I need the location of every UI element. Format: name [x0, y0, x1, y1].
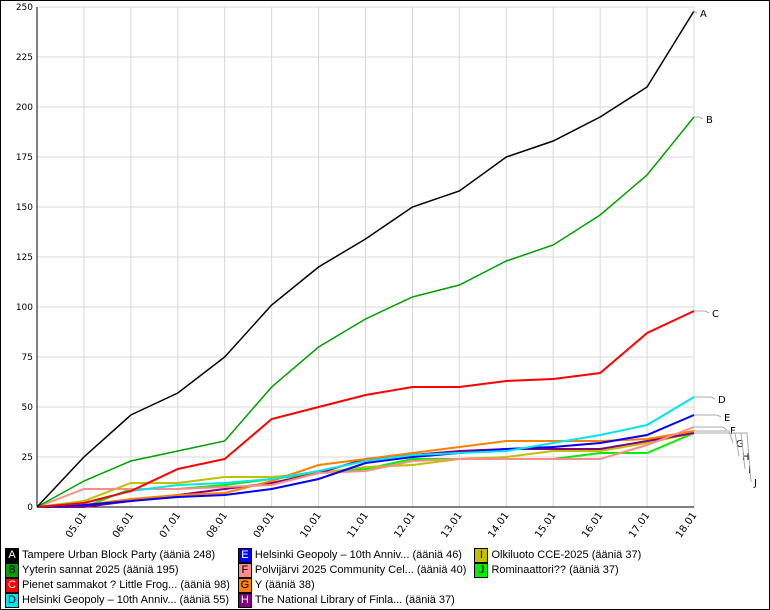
end-label-leader [694, 116, 704, 120]
end-label-leader [694, 426, 728, 431]
legend-label: Olkiluoto CCE-2025 (ääniä 37) [491, 549, 642, 561]
x-tick-label: 10.01 [299, 510, 324, 540]
legend-label: The National Library of Finla... (ääniä … [254, 594, 455, 606]
end-label-leader [692, 10, 698, 14]
x-tick-label: 17.01 [627, 510, 652, 540]
legend-swatch: A [5, 548, 19, 563]
legend-item-B: B Yyterin sannat 2025 (ääniä 195) [5, 563, 230, 578]
x-tick-label: 18.01 [674, 510, 699, 540]
y-tick-label: 200 [16, 103, 33, 113]
legend: A Tampere Urban Block Party (ääniä 248) B Y… [5, 548, 767, 608]
y-tick-label: 0 [27, 503, 33, 513]
legend-item-A: A Tampere Urban Block Party (ääniä 248) [5, 548, 230, 563]
y-tick-label: 250 [16, 3, 33, 13]
legend-label: Y (ääniä 38) [254, 579, 315, 591]
y-tick-label: 100 [16, 303, 33, 313]
legend-label: Pienet sammakot ? Little Frog... (ääniä … [22, 579, 230, 591]
x-tick-label: 12.01 [392, 510, 417, 540]
y-tick-label: 125 [16, 253, 33, 263]
x-tick-label: 05.01 [64, 510, 89, 540]
legend-item-F: F Polvijärvi 2025 Community Cel... (ääniä… [237, 563, 467, 578]
end-label-leader [694, 430, 734, 444]
legend-label: Polvijärvi 2025 Community Cel... (ääniä … [254, 564, 467, 576]
legend-swatch: E [237, 548, 252, 563]
legend-label: Tampere Urban Block Party (ääniä 248) [22, 549, 216, 561]
series-line-B [36, 116, 695, 508]
x-tick-label: 14.01 [486, 510, 511, 540]
end-label-A: A [700, 9, 707, 20]
x-tick-label: 13.01 [439, 510, 464, 540]
x-tick-label: 07.01 [158, 510, 183, 540]
end-label-G: G [736, 439, 744, 450]
series-line-A [36, 10, 695, 508]
line-chart: 0 25 50 75 100 125 150 175 200 225 250 05.01 06.01 07… [16, 3, 757, 540]
end-label-F: F [730, 426, 736, 437]
y-tick-label: 175 [16, 153, 33, 163]
legend-swatch: J [474, 563, 489, 578]
legend-item-H: H The National Library of Finla... (ääniä… [237, 593, 467, 608]
y-tick-label: 75 [22, 353, 33, 363]
legend-item-D: D Helsinki Geopoly – 10th Anniv... (ääniä… [5, 593, 230, 608]
legend-item-I: I Olkiluoto CCE-2025 (ääniä 37) [474, 548, 641, 563]
legend-swatch: H [237, 593, 252, 608]
end-label-I: I [748, 465, 751, 476]
end-label-leader [694, 432, 752, 483]
x-tick-label: 11.01 [346, 510, 371, 540]
x-tick-label: 08.01 [205, 510, 230, 540]
end-label-J: J [753, 478, 757, 489]
legend-item-E: E Helsinki Geopoly – 10th Anniv... (ääniä… [237, 548, 467, 563]
legend-item-C: C Pienet sammakot ? Little Frog... (ääniä… [5, 578, 230, 593]
end-label-leader [694, 414, 722, 418]
legend-swatch: C [5, 578, 19, 593]
end-label-leader [694, 396, 716, 400]
legend-swatch: I [474, 548, 489, 563]
legend-column: A Tampere Urban Block Party (ääniä 248) B Y… [5, 548, 230, 608]
legend-swatch: F [237, 563, 252, 578]
end-label-D: D [718, 395, 726, 406]
x-tick-label: 15.01 [533, 510, 558, 540]
y-tick-label: 50 [22, 403, 34, 413]
legend-label: Helsinki Geopoly – 10th Anniv... (ääniä … [22, 594, 230, 606]
end-label-leader [694, 310, 710, 314]
end-label-H: H [742, 452, 750, 463]
legend-column: E Helsinki Geopoly – 10th Anniv... (ääniä… [237, 548, 467, 608]
legend-label: Yyterin sannat 2025 (ääniä 195) [22, 564, 179, 576]
x-tick-label: 09.01 [252, 510, 277, 540]
legend-swatch: B [5, 563, 19, 578]
x-tick-label: 06.01 [111, 510, 136, 540]
legend-swatch: D [5, 593, 19, 608]
end-label-E: E [724, 413, 730, 424]
series-line-E [36, 414, 695, 508]
series-line-D [36, 396, 695, 508]
series-line-G [36, 430, 695, 508]
legend-label: Rominaattori?? (ääniä 37) [491, 564, 619, 576]
y-tick-label: 150 [16, 203, 33, 213]
y-tick-label: 25 [22, 453, 33, 463]
end-label-C: C [712, 309, 719, 320]
legend-item-J: J Rominaattori?? (ääniä 37) [474, 563, 641, 578]
legend-swatch: G [237, 578, 252, 593]
y-tick-label: 225 [16, 53, 33, 63]
x-tick-label: 16.01 [580, 510, 605, 540]
series-line-C [36, 310, 695, 508]
legend-column: I Olkiluoto CCE-2025 (ääniä 37) J Rominaatt… [474, 548, 641, 608]
end-label-B: B [706, 115, 713, 126]
legend-label: Helsinki Geopoly – 10th Anniv... (ääniä … [254, 549, 462, 561]
